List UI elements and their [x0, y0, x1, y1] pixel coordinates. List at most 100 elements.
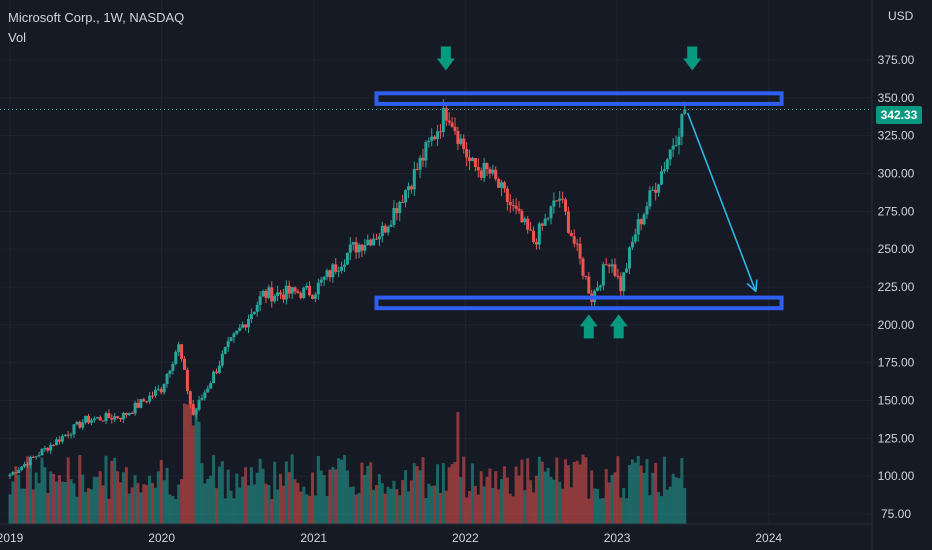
volume-bar	[252, 484, 256, 524]
candle-body	[500, 182, 504, 188]
volume-bar	[334, 469, 338, 524]
volume-bar	[249, 467, 253, 524]
candle-body	[444, 107, 448, 121]
volume-bar	[511, 496, 515, 524]
candle-body	[168, 370, 172, 374]
candle-body	[319, 279, 323, 283]
volume-bar	[613, 472, 617, 524]
candle-body	[491, 169, 495, 174]
volume-bar	[20, 488, 24, 524]
candle-body	[453, 126, 457, 132]
volume-bar	[81, 474, 85, 524]
volume-indicator-label[interactable]: Vol	[8, 30, 27, 45]
volume-bar	[598, 498, 602, 524]
candle-body	[299, 292, 303, 298]
volume-bar	[401, 480, 405, 524]
volume-bar	[267, 484, 271, 524]
volume-bar	[444, 490, 448, 524]
candle-body	[139, 399, 143, 408]
y-tick-label: 75.00	[881, 507, 911, 521]
volume-bar	[363, 474, 367, 524]
volume-bar	[438, 492, 442, 524]
candle-body	[660, 171, 664, 185]
candle-body	[468, 157, 472, 162]
candle-body	[95, 417, 99, 419]
volume-bar	[514, 466, 518, 524]
candle-body	[610, 264, 614, 267]
volume-bar	[223, 498, 227, 524]
candle-body	[654, 189, 658, 193]
candle-body	[389, 224, 393, 227]
candle-body	[450, 122, 454, 127]
volume-bar	[575, 460, 579, 524]
volume-bar	[578, 464, 582, 524]
candle-body	[57, 439, 61, 442]
volume-bar	[628, 465, 632, 524]
volume-bar	[354, 494, 358, 524]
candle-body	[581, 258, 585, 276]
volume-bar	[409, 480, 413, 524]
candle-body	[657, 184, 661, 193]
x-tick-label: 2023	[604, 531, 631, 545]
candle-body	[60, 436, 64, 442]
candle-body	[119, 417, 123, 420]
volume-bar	[17, 474, 21, 524]
candle-body	[607, 264, 611, 267]
volume-bar	[162, 480, 166, 524]
candle-body	[415, 169, 419, 171]
volume-bar	[436, 464, 440, 524]
candle-body	[476, 167, 480, 171]
candle-body	[537, 223, 541, 245]
candle-body	[185, 369, 189, 392]
candle-body	[133, 403, 137, 414]
volume-bar	[11, 481, 15, 524]
candle-body	[532, 230, 536, 243]
volume-bar	[636, 455, 640, 524]
candle-body	[430, 136, 434, 141]
candle-body	[380, 225, 384, 237]
volume-bar	[377, 474, 381, 524]
volume-bar	[78, 455, 82, 524]
candle-body	[127, 412, 131, 415]
volume-bar	[25, 456, 29, 524]
candle-body	[81, 422, 85, 428]
candle-body	[552, 200, 556, 207]
candle-body	[124, 413, 128, 415]
volume-bar	[625, 498, 629, 524]
currency-label[interactable]: USD	[888, 9, 914, 23]
volume-bar	[305, 494, 309, 524]
volume-bar	[593, 488, 597, 524]
volume-bar	[616, 456, 620, 524]
volume-bar	[648, 495, 652, 524]
volume-bar	[450, 463, 454, 524]
volume-bar	[124, 467, 128, 524]
volume-bar	[43, 467, 47, 524]
symbol-title[interactable]: Microsoft Corp., 1W, NASDAQ	[8, 10, 185, 25]
candle-body	[642, 214, 646, 225]
volume-bar	[482, 486, 486, 524]
volume-bar	[639, 465, 643, 524]
volume-bar	[389, 488, 393, 524]
candle-body	[215, 371, 219, 373]
volume-bar	[258, 458, 262, 524]
volume-bar	[168, 494, 172, 524]
candle-body	[351, 242, 355, 245]
volume-bar	[60, 481, 64, 524]
volume-bar	[607, 482, 611, 524]
support-zone	[374, 295, 784, 311]
candle-body	[325, 270, 329, 277]
volume-bar	[677, 478, 681, 524]
candle-body	[197, 399, 201, 410]
volume-bar	[497, 489, 501, 524]
volume-bar	[40, 457, 44, 524]
candle-body	[246, 318, 250, 328]
candle-body	[587, 276, 591, 294]
volume-bar	[465, 497, 469, 524]
candle-body	[20, 466, 24, 471]
candle-body	[404, 190, 408, 203]
volume-bar	[398, 495, 402, 524]
y-tick-label: 100.00	[878, 469, 915, 483]
volume-bar	[494, 471, 498, 524]
volume-bar	[28, 462, 32, 524]
